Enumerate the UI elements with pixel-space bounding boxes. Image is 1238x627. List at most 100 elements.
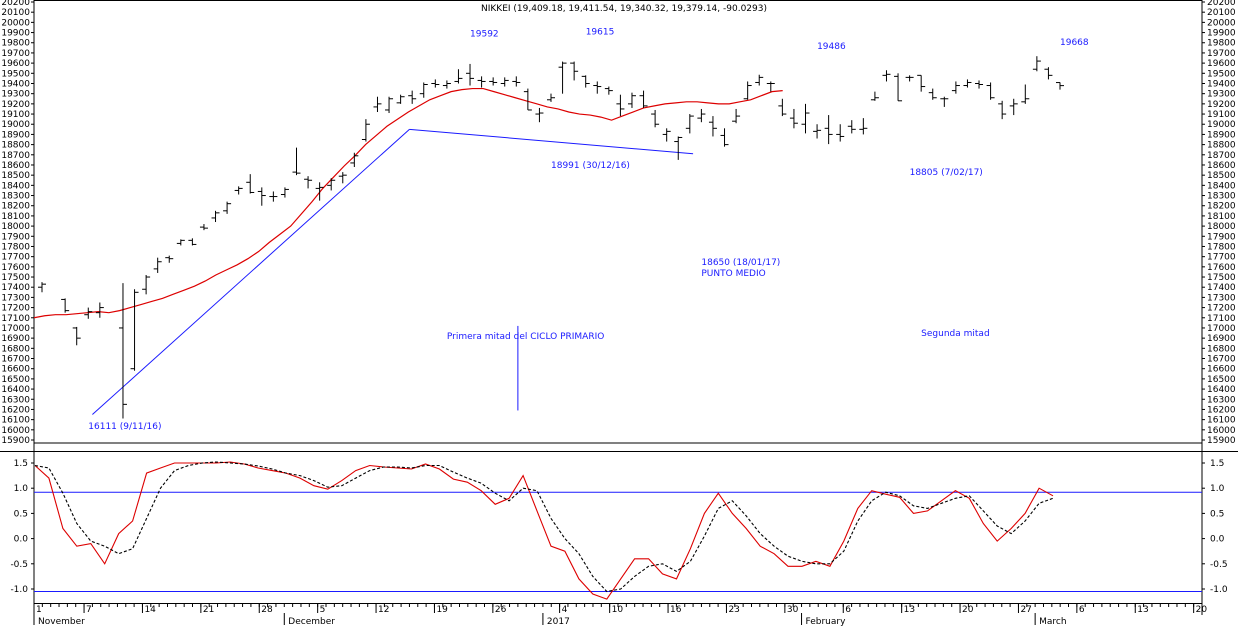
y-tick-label-left: 16100: [1, 416, 30, 426]
y-tick-label-right: 17000: [1207, 324, 1236, 334]
y-tick-label-right: 20100: [1207, 8, 1236, 18]
y-tick-label-right: 18400: [1207, 181, 1236, 191]
y-tick-label-left: 17000: [1, 324, 30, 334]
y-tick-label-left: 20200: [1, 0, 30, 8]
annotation-label: 19592: [470, 30, 499, 40]
ohlc-bar: [95, 302, 104, 318]
osc-tick-label-left: 0.5: [14, 509, 28, 519]
ohlc-bar: [627, 92, 636, 108]
y-tick-label-left: 17600: [1, 263, 30, 273]
ohlc-bar: [639, 90, 648, 108]
x-tick-label: 19: [436, 605, 448, 615]
y-tick-label-left: 17800: [1, 242, 30, 252]
ohlc-bar: [917, 74, 926, 92]
y-tick-label-right: 18700: [1207, 151, 1236, 161]
annotation-label: Primera mitad del CICLO PRIMARIO: [447, 332, 604, 342]
y-tick-label-left: 18000: [1, 222, 30, 232]
y-tick-label-left: 18100: [1, 212, 30, 222]
y-tick-label-right: 18800: [1207, 141, 1236, 151]
y-tick-label-right: 16100: [1207, 416, 1236, 426]
y-tick-label-right: 18500: [1207, 171, 1236, 181]
ohlc-bar: [466, 63, 475, 86]
annotation-label: Segunda mitad: [921, 329, 989, 339]
ohlc-bar: [662, 128, 671, 142]
ohlc-bar: [431, 79, 440, 88]
ohlc-bar: [824, 115, 833, 145]
y-tick-label-right: 18900: [1207, 130, 1236, 140]
ohlc-bar: [500, 77, 509, 87]
y-tick-label-left: 19200: [1, 100, 30, 110]
ohlc-bar: [813, 124, 822, 139]
ohlc-bar: [674, 136, 683, 160]
ohlc-bar: [1009, 98, 1018, 116]
ohlc-bar: [72, 326, 81, 346]
y-tick-label-left: 18500: [1, 171, 30, 181]
ohlc-bar: [882, 70, 891, 82]
ohlc-bar: [558, 61, 567, 94]
y-tick-label-left: 18300: [1, 192, 30, 202]
main-panel-frame: [33, 0, 1203, 444]
y-tick-label-left: 17700: [1, 253, 30, 263]
ohlc-bar: [280, 187, 289, 198]
y-tick-label-left: 20000: [1, 18, 30, 28]
y-tick-label-left: 18400: [1, 181, 30, 191]
x-tick-label: 13: [904, 605, 915, 615]
x-tick-label: 21: [203, 605, 214, 615]
annotation-label: 18991 (30/12/16): [551, 161, 630, 171]
y-tick-label-right: 18600: [1207, 161, 1236, 171]
ohlc-bar: [651, 109, 660, 128]
ohlc-bar: [523, 88, 532, 111]
y-tick-label-left: 17300: [1, 293, 30, 303]
y-tick-label-right: 19600: [1207, 59, 1236, 69]
y-tick-label-left: 17400: [1, 283, 30, 293]
month-label: December: [288, 617, 335, 627]
ohlc-bar: [905, 75, 914, 82]
ohlc-bar: [616, 94, 625, 117]
y-tick-label-left: 19800: [1, 39, 30, 49]
y-tick-label-left: 18200: [1, 202, 30, 212]
y-tick-label-right: 17700: [1207, 253, 1236, 263]
annotation-label: 19486: [817, 42, 846, 52]
month-label: February: [806, 617, 847, 627]
ohlc-bar: [940, 96, 949, 107]
x-tick-label: 5: [320, 605, 326, 615]
annotation-label: 16111 (9/11/16): [88, 422, 161, 432]
ohlc-bar: [269, 191, 278, 202]
ohlc-bar: [928, 88, 937, 100]
y-tick-label-left: 18800: [1, 141, 30, 151]
ohlc-bar: [489, 77, 498, 86]
y-tick-label-right: 16500: [1207, 375, 1236, 385]
osc-tick-label-right: -1.0: [1210, 585, 1228, 595]
y-tick-label-left: 16800: [1, 344, 30, 354]
ohlc-bar: [998, 100, 1007, 120]
annotation-label: PUNTO MEDIO: [701, 269, 765, 279]
ohlc-bar: [176, 239, 185, 246]
y-tick-label-right: 16900: [1207, 334, 1236, 344]
ohlc-bar: [396, 94, 405, 104]
y-tick-label-right: 16300: [1207, 395, 1236, 405]
ohlc-bar: [894, 73, 903, 102]
chart-title: NIKKEI (19,409.18, 19,411.54, 19,340.32,…: [481, 4, 767, 14]
osc-tick-label-right: 1.0: [1210, 484, 1225, 494]
y-tick-label-left: 16000: [1, 426, 30, 436]
x-tick-label: 26: [495, 605, 507, 615]
y-tick-label-left: 17500: [1, 273, 30, 283]
ohlc-bar: [859, 118, 868, 135]
osc-tick-label-left: 1.0: [14, 484, 29, 494]
y-tick-label-left: 15900: [1, 436, 30, 446]
y-tick-label-right: 17800: [1207, 242, 1236, 252]
ohlc-bar: [535, 107, 544, 123]
y-tick-label-right: 19400: [1207, 79, 1236, 89]
ohlc-bar: [801, 103, 810, 134]
ohlc-bar: [257, 187, 266, 206]
x-tick-label: 12: [378, 605, 389, 615]
y-tick-label-right: 20000: [1207, 18, 1236, 28]
ohlc-bar: [350, 152, 359, 168]
x-tick-label: 23: [728, 605, 739, 615]
y-tick-label-right: 17600: [1207, 263, 1236, 273]
ohlc-bar: [789, 108, 798, 129]
osc-tick-label-left: 0.0: [14, 535, 29, 545]
moving-average-line: [33, 87, 783, 319]
y-tick-label-right: 19700: [1207, 49, 1236, 59]
x-tick-label: 20: [1196, 605, 1208, 615]
